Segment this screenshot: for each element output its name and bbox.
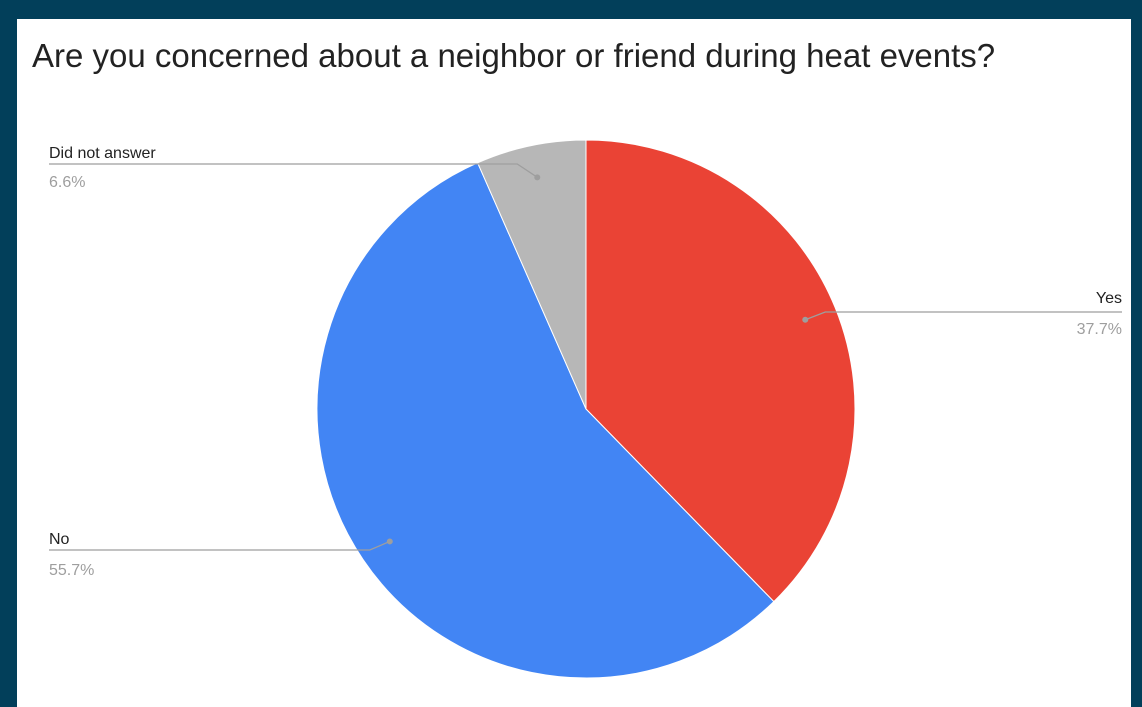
slice-label-did-not-answer: Did not answer [49,145,156,162]
slice-no[interactable] [316,162,775,679]
pie-chart: Yes 37.7% No 55.7% Did not answer 6.6% [49,139,1122,679]
leader-dot-no [386,538,393,545]
slice-percent-yes: 37.7% [1077,321,1122,338]
leader-dot-did-not-answer [534,174,541,181]
slice-percent-did-not-answer: 6.6% [49,174,85,191]
slice-did-not-answer[interactable] [476,139,587,410]
leader-dot-yes [802,316,809,323]
chart-title: Are you concerned about a neighbor or fr… [32,37,996,74]
slice-label-yes: Yes [1096,290,1122,307]
slice-label-no: No [49,531,70,548]
leader-line-did-not-answer [49,163,538,178]
slice-percent-no: 55.7% [49,562,94,579]
chart-panel: Are you concerned about a neighbor or fr… [17,19,1131,707]
slice-yes[interactable] [585,139,856,603]
leader-line-yes [805,311,1122,321]
leader-line-no [49,540,391,551]
